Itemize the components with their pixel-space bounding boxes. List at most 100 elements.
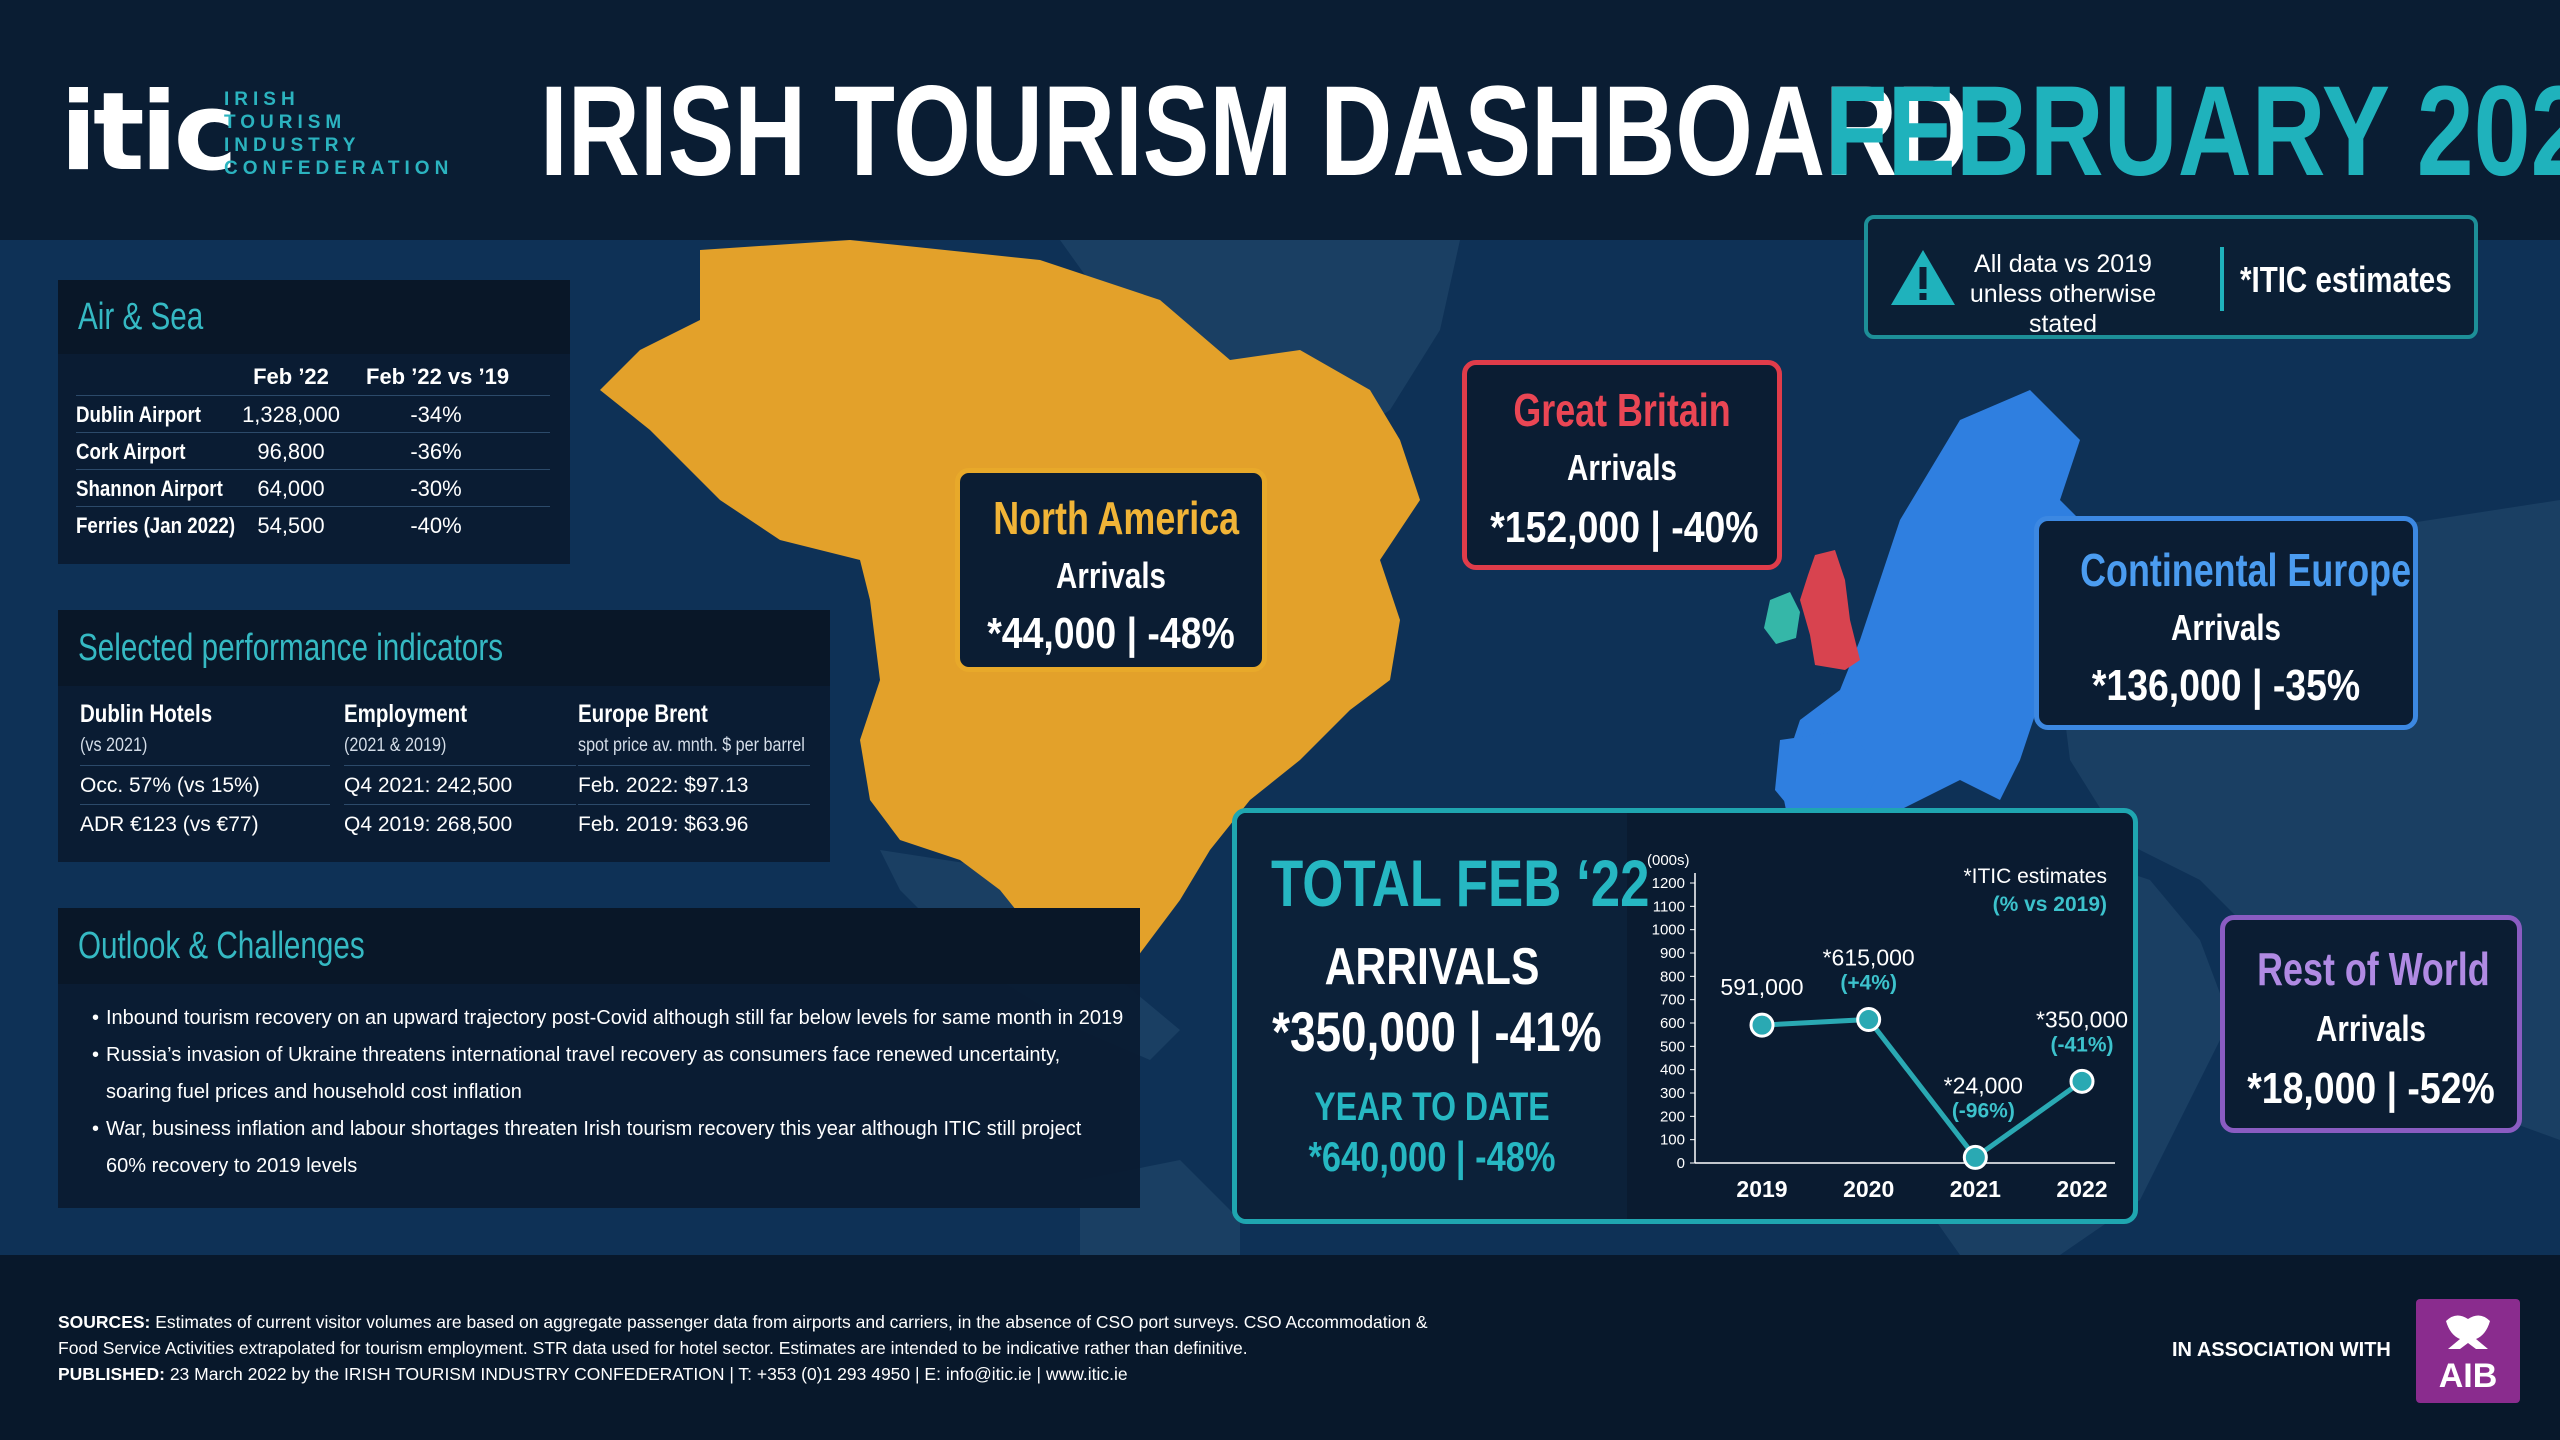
continental-europe-callout[interactable]: Continental Europe Arrivals *136,000 | -… [2034,516,2418,730]
indicator-heading: Dublin Hotels [80,700,213,728]
y-tick-label: 700 [1660,992,1685,1009]
notice-divider [2220,247,2224,311]
indicator-value: Feb. 2022: $97.13 [578,765,810,804]
row-value: 64,000 [257,476,325,501]
indicator-value: Q4 2021: 242,500 [344,765,576,804]
iberia-shape [1775,730,1880,820]
column-header: Feb ’22 vs ’19 [366,364,510,389]
y-tick-label: 200 [1660,1108,1685,1125]
region-name: North America [993,492,1240,544]
chart-note-sub: (% vs 2019) [1993,893,2107,916]
warning-icon [1891,250,1955,305]
list-item: War, business inflation and labour short… [92,1111,1126,1185]
row-name: Cork Airport [76,439,186,464]
y-tick-label: 500 [1660,1038,1685,1055]
row-name: Shannon Airport [76,476,223,501]
association-label: IN ASSOCIATION WITH [2172,1339,2391,1361]
logo-sub-line: CONFEDERATION [224,158,454,179]
series-line [1761,1016,2084,1161]
region-value: *44,000 | -48% [987,609,1235,658]
air-sea-table: Feb ’22 Feb ’22 vs ’19 Dublin Airport 1,… [76,358,550,544]
indicator-column: Europe Brent spot price av. mnth. $ per … [578,700,810,843]
total-summary: TOTAL FEB ‘22 ARRIVALS *350,000 | -41% Y… [1237,813,1649,1219]
notice-text: All data vs 2019 unless otherwise stated [1969,250,2157,338]
y-tick-label: 100 [1660,1132,1685,1149]
y-tick-label: 1000 [1652,922,1685,939]
table-row: Shannon Airport 64,000 -30% [76,470,550,507]
region-label: Arrivals [2316,1008,2426,1049]
region-value: *18,000 | -52% [2247,1064,2495,1113]
x-tick-label: 2022 [2056,1176,2107,1202]
logo-sub-line: IRISH [224,89,300,110]
indicator-subheading: spot price av. mnth. $ per barrel [578,735,805,756]
chart-note: *ITIC estimates [1963,865,2107,888]
aib-ark-icon [2446,1315,2490,1349]
region-label: Arrivals [1056,555,1166,596]
table-row: Ferries (Jan 2022) 54,500 -40% [76,507,550,544]
row-change: -40% [410,513,462,538]
report-date: FEBRUARY 2022 [1825,60,2560,203]
data-pct-label: (-96%) [1952,1099,2015,1122]
row-name: Dublin Airport [76,402,202,427]
europe-shape [1780,390,2120,830]
page-title: IRISH TOURISM DASHBOARD [540,60,1970,203]
y-tick-label: 1200 [1652,875,1685,892]
data-label: *350,000 [2036,1006,2128,1032]
data-point [1962,1144,1988,1170]
air-sea-panel: Air & Sea Feb ’22 Feb ’22 vs ’19 Dublin … [58,280,570,564]
row-value: 96,800 [257,439,325,464]
outlook-list: Inbound tourism recovery on an upward tr… [92,1000,1126,1185]
logo-subtitle: IRISH TOURISM INDUSTRY CONFEDERATION [224,88,464,180]
y-axis-unit-label: (000s) [1647,852,1690,869]
x-tick-label: 2021 [1950,1176,2001,1202]
footer: SOURCES: Estimates of current visitor vo… [0,1255,2560,1440]
logo-wordmark: itic [60,70,238,195]
great-britain-shape [1800,550,1860,670]
estimates-note: *ITIC estimates [2240,259,2452,300]
list-item: Inbound tourism recovery on an upward tr… [92,1000,1126,1037]
ireland-shape [1764,592,1800,644]
y-tick-label: 900 [1660,945,1685,962]
x-tick-label: 2019 [1736,1176,1787,1202]
region-name: Rest of World [2257,943,2490,995]
y-tick-label: 1100 [1653,898,1685,915]
region-value: *136,000 | -35% [2091,661,2361,710]
y-tick-label: 600 [1660,1015,1685,1032]
row-value: 54,500 [257,513,325,538]
indicator-column: Employment (2021 & 2019) Q4 2021: 242,50… [344,700,576,843]
table-header-row: Feb ’22 Feb ’22 vs ’19 [76,358,550,396]
itic-logo[interactable]: itic IRISH TOURISM INDUSTRY CONFEDERATIO… [60,78,460,188]
logo-sub-line: INDUSTRY [224,135,361,156]
indicator-value: Occ. 57% (vs 15%) [80,765,330,804]
panel-title: Selected performance indicators [78,627,504,669]
data-point [1856,1007,1882,1032]
outlook-panel: Outlook & Challenges Inbound tourism rec… [58,908,1140,1208]
north-america-callout[interactable]: North America Arrivals *44,000 | -48% [955,468,1267,672]
total-arrivals-box: TOTAL FEB ‘22 ARRIVALS *350,000 | -41% Y… [1232,808,2138,1224]
data-pct-label: (-41%) [2050,1033,2113,1056]
published-label: PUBLISHED: [58,1364,165,1384]
arrivals-label: ARRIVALS [1324,938,1540,996]
y-tick-label: 400 [1660,1062,1685,1079]
ytd-value: *640,000 | -48% [1308,1133,1556,1180]
panel-header: Outlook & Challenges [58,908,1140,984]
data-point [1749,1012,1775,1038]
data-notice: All data vs 2019 unless otherwise stated… [1864,215,2478,339]
header-bar: itic IRISH TOURISM INDUSTRY CONFEDERATIO… [0,0,2560,240]
rest-of-world-callout[interactable]: Rest of World Arrivals *18,000 | -52% [2220,915,2522,1133]
y-tick-label: 0 [1677,1155,1685,1172]
great-britain-callout[interactable]: Great Britain Arrivals *152,000 | -40% [1462,360,1782,570]
aib-logo[interactable]: AIB [2416,1299,2520,1403]
arrivals-value: *350,000 | -41% [1272,1000,1602,1063]
indicator-value: Feb. 2019: $63.96 [578,804,810,843]
panel-title: Outlook & Challenges [78,925,365,967]
data-label: 591,000 [1720,974,1803,1000]
sources-body: Estimates of current visitor volumes are… [58,1312,1428,1358]
table-row: Cork Airport 96,800 -36% [76,433,550,470]
ytd-label: YEAR TO DATE [1314,1085,1550,1129]
panel-header: Selected performance indicators [58,610,830,686]
row-value: 1,328,000 [242,402,340,427]
sources-label: SOURCES: [58,1312,151,1332]
sources-text: SOURCES: Estimates of current visitor vo… [58,1309,1458,1387]
row-change: -30% [410,476,462,501]
